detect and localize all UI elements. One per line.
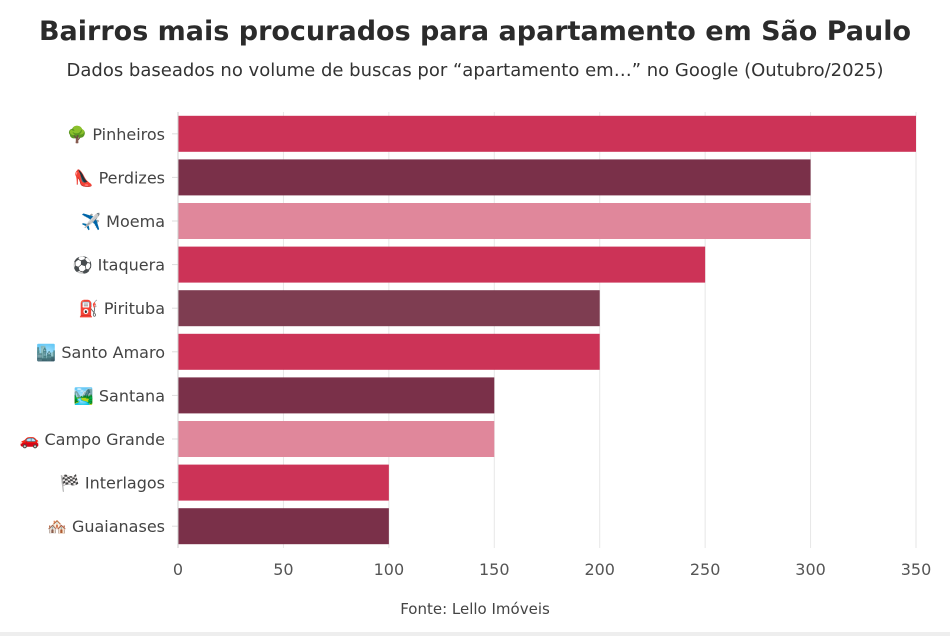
category-label: 🏁 Interlagos bbox=[60, 474, 165, 493]
chart-subtitle: Dados baseados no volume de buscas por “… bbox=[66, 60, 884, 81]
bar bbox=[178, 159, 811, 196]
x-tick-label: 300 bbox=[795, 560, 826, 579]
bar bbox=[178, 377, 495, 414]
x-tick-label: 0 bbox=[173, 560, 183, 579]
bar bbox=[178, 246, 706, 283]
x-tick-label: 100 bbox=[374, 560, 405, 579]
category-label: 👠 Perdizes bbox=[74, 168, 165, 187]
bar bbox=[178, 508, 389, 545]
category-label: 🏙️ Santo Amaro bbox=[36, 343, 165, 362]
bottom-divider bbox=[0, 632, 950, 636]
category-label: ✈️ Moema bbox=[81, 212, 165, 231]
x-tick-label: 200 bbox=[584, 560, 615, 579]
x-tick-label: 150 bbox=[479, 560, 510, 579]
category-label: ⚽ Itaquera bbox=[72, 256, 165, 275]
x-tick-label: 250 bbox=[690, 560, 721, 579]
chart-source: Fonte: Lello Imóveis bbox=[400, 600, 550, 618]
category-label: 🏞️ Santana bbox=[74, 386, 165, 405]
category-label: 🚗 Campo Grande bbox=[19, 430, 165, 449]
bar bbox=[178, 464, 389, 501]
category-label: 🌳 Pinheiros bbox=[67, 125, 165, 144]
bar bbox=[178, 203, 811, 239]
bar bbox=[178, 290, 600, 327]
x-tick-label: 350 bbox=[901, 560, 932, 579]
category-label: 🏘️ Guaianases bbox=[47, 517, 165, 536]
bar bbox=[178, 421, 495, 457]
chart-title: Bairros mais procurados para apartamento… bbox=[38, 16, 912, 47]
bar bbox=[178, 115, 916, 152]
x-tick-label: 50 bbox=[273, 560, 293, 579]
bar bbox=[178, 333, 600, 370]
category-label: ⛽ Pirituba bbox=[79, 299, 165, 318]
